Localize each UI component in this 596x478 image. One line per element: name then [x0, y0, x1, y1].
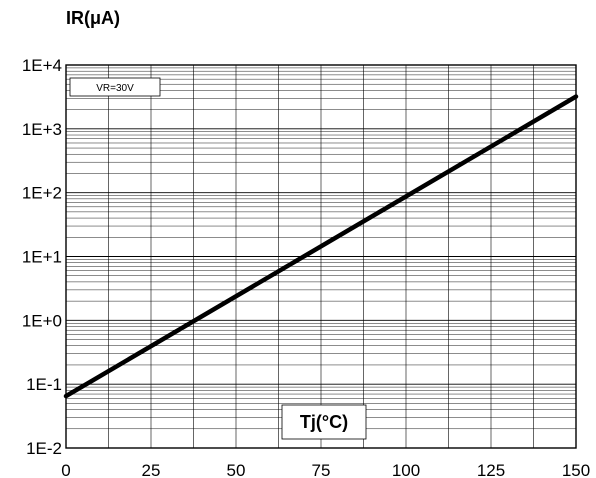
plot-frame — [65, 64, 577, 449]
y-tick-labels: 1E-2 1E-1 1E+0 1E+1 1E+2 1E+3 1E+4 — [22, 56, 62, 458]
x-axis-title: Tj(°C) — [300, 412, 348, 432]
x-tick-label: 150 — [562, 461, 590, 478]
x-tick-label: 100 — [392, 461, 420, 478]
y-tick-label: 1E+1 — [22, 248, 62, 267]
x-tick-label: 75 — [312, 461, 331, 478]
y-tick-label: 1E+4 — [22, 56, 62, 75]
annotation-box — [69, 77, 161, 97]
y-tick-label: 1E+2 — [22, 184, 62, 203]
series-layer — [63, 94, 579, 399]
x-tick-label: 25 — [142, 461, 161, 478]
x-tick-label: 50 — [227, 461, 246, 478]
annotation-vr: VR=30V — [96, 83, 134, 94]
x-tick-label: 0 — [61, 461, 70, 478]
y-axis-title: IR(μA) — [66, 8, 120, 28]
grid — [66, 65, 576, 448]
x-axis-title-box — [281, 404, 367, 440]
y-tick-label: 1E-2 — [26, 439, 62, 458]
y-tick-label: 1E+3 — [22, 120, 62, 139]
x-tick-label: 125 — [477, 461, 505, 478]
y-tick-label: 1E+0 — [22, 311, 62, 330]
y-tick-label: 1E-1 — [26, 375, 62, 394]
x-tick-labels: 0 25 50 75 100 125 150 — [61, 461, 590, 478]
series-line — [63, 94, 579, 399]
